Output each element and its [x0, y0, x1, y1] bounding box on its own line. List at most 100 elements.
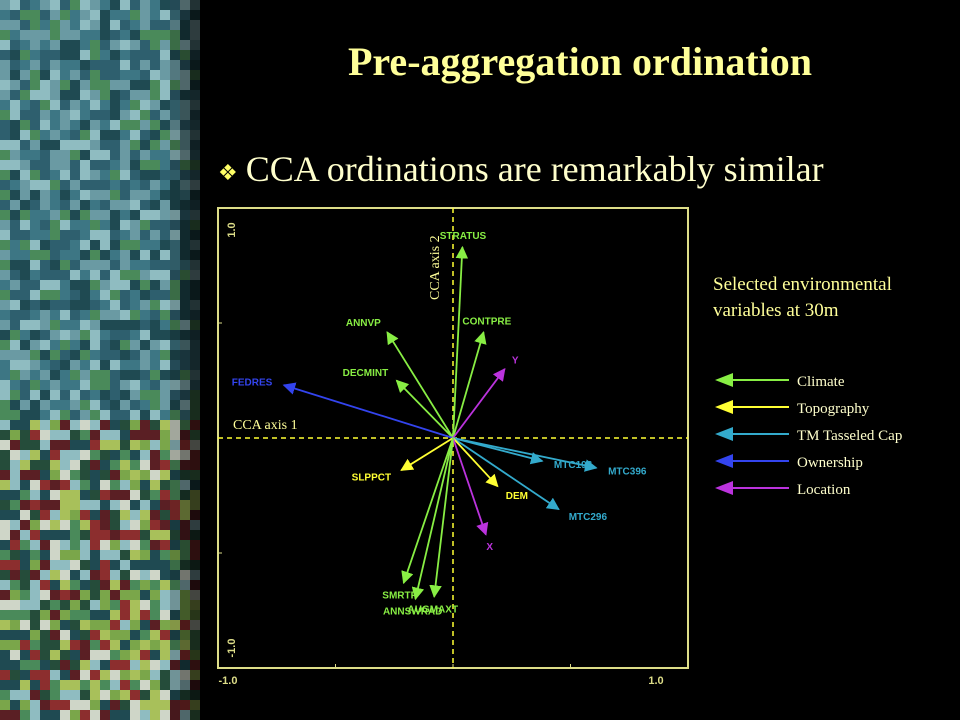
- texture-cell: [0, 120, 10, 130]
- texture-cell: [80, 610, 90, 620]
- texture-cell: [100, 610, 110, 620]
- texture-cell: [180, 360, 190, 370]
- texture-cell: [70, 540, 80, 550]
- texture-cell: [10, 370, 20, 380]
- texture-cell: [80, 590, 90, 600]
- texture-cell: [110, 340, 120, 350]
- texture-cell: [120, 390, 130, 400]
- texture-cell: [50, 330, 60, 340]
- texture-cell: [150, 360, 160, 370]
- texture-cell: [120, 110, 130, 120]
- texture-cell: [180, 600, 190, 610]
- texture-cell: [60, 300, 70, 310]
- texture-cell: [110, 160, 120, 170]
- texture-cell: [30, 600, 40, 610]
- texture-cell: [80, 250, 90, 260]
- texture-cell: [30, 190, 40, 200]
- texture-cell: [80, 700, 90, 710]
- vector-label-annvp: ANNVP: [346, 318, 381, 329]
- vector-label-mtc296: MTC296: [569, 512, 608, 523]
- texture-cell: [30, 440, 40, 450]
- texture-cell: [40, 650, 50, 660]
- texture-cell: [0, 470, 10, 480]
- texture-cell: [170, 570, 180, 580]
- texture-cell: [10, 550, 20, 560]
- x-axis-label: CCA axis 1: [233, 418, 298, 433]
- texture-cell: [150, 220, 160, 230]
- texture-cell: [190, 280, 200, 290]
- texture-cell: [120, 660, 130, 670]
- texture-cell: [160, 360, 170, 370]
- texture-cell: [80, 600, 90, 610]
- texture-cell: [70, 640, 80, 650]
- texture-cell: [40, 20, 50, 30]
- texture-cell: [70, 240, 80, 250]
- texture-cell: [130, 230, 140, 240]
- texture-cell: [180, 690, 190, 700]
- texture-cell: [140, 130, 150, 140]
- texture-cell: [0, 180, 10, 190]
- texture-cell: [100, 450, 110, 460]
- texture-cell: [190, 540, 200, 550]
- texture-cell: [50, 180, 60, 190]
- texture-cell: [160, 400, 170, 410]
- texture-cell: [30, 70, 40, 80]
- texture-cell: [90, 290, 100, 300]
- texture-cell: [150, 560, 160, 570]
- texture-cell: [50, 190, 60, 200]
- texture-cell: [190, 710, 200, 720]
- texture-cell: [110, 290, 120, 300]
- texture-cell: [90, 120, 100, 130]
- texture-cell: [180, 490, 190, 500]
- texture-cell: [80, 70, 90, 80]
- texture-cell: [190, 130, 200, 140]
- texture-cell: [160, 290, 170, 300]
- texture-cell: [170, 100, 180, 110]
- texture-cell: [120, 560, 130, 570]
- texture-cell: [140, 290, 150, 300]
- texture-cell: [70, 370, 80, 380]
- texture-cell: [10, 20, 20, 30]
- texture-cell: [170, 500, 180, 510]
- texture-cell: [140, 140, 150, 150]
- texture-cell: [40, 480, 50, 490]
- texture-cell: [120, 570, 130, 580]
- texture-cell: [170, 690, 180, 700]
- texture-cell: [150, 420, 160, 430]
- texture-cell: [190, 220, 200, 230]
- texture-cell: [80, 490, 90, 500]
- texture-cell: [90, 30, 100, 40]
- texture-cell: [120, 220, 130, 230]
- texture-cell: [70, 440, 80, 450]
- texture-cell: [0, 600, 10, 610]
- texture-cell: [70, 570, 80, 580]
- texture-cell: [20, 470, 30, 480]
- texture-cell: [100, 430, 110, 440]
- texture-cell: [50, 200, 60, 210]
- texture-cell: [40, 550, 50, 560]
- texture-cell: [160, 260, 170, 270]
- texture-cell: [120, 190, 130, 200]
- texture-cell: [100, 380, 110, 390]
- texture-cell: [90, 90, 100, 100]
- texture-cell: [70, 140, 80, 150]
- texture-cell: [10, 100, 20, 110]
- texture-cell: [150, 310, 160, 320]
- texture-cell: [170, 310, 180, 320]
- texture-cell: [40, 120, 50, 130]
- texture-cell: [190, 550, 200, 560]
- texture-cell: [20, 530, 30, 540]
- texture-cell: [50, 410, 60, 420]
- texture-cell: [140, 280, 150, 290]
- texture-cell: [20, 290, 30, 300]
- texture-cell: [90, 80, 100, 90]
- texture-cell: [60, 180, 70, 190]
- texture-cell: [70, 530, 80, 540]
- texture-cell: [180, 660, 190, 670]
- texture-cell: [150, 440, 160, 450]
- texture-cell: [90, 630, 100, 640]
- texture-cell: [40, 440, 50, 450]
- texture-cell: [160, 170, 170, 180]
- texture-cell: [90, 160, 100, 170]
- texture-cell: [20, 170, 30, 180]
